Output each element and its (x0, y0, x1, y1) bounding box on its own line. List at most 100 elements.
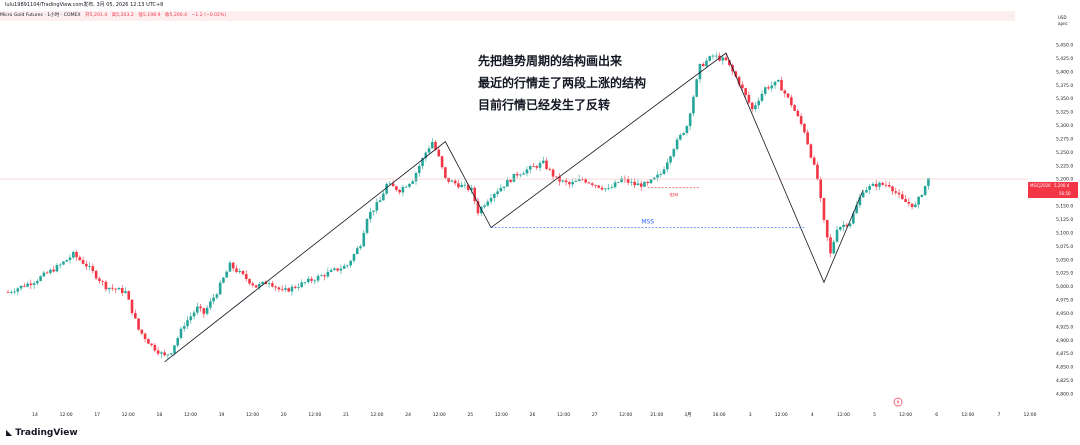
x-tick-label: 17 (94, 412, 100, 418)
x-tick-label: 12:00 (184, 412, 197, 418)
candle-body (917, 196, 920, 205)
y-tick-label: 5,075.0 (1056, 244, 1073, 250)
candle-body (476, 201, 480, 214)
candle-body (682, 132, 685, 135)
candle-body (81, 260, 85, 264)
candle-body (104, 281, 108, 290)
candle-body (36, 280, 39, 284)
candle-body (483, 205, 486, 207)
candle-body (473, 187, 477, 202)
candle-body (551, 169, 555, 177)
candle-body (874, 183, 878, 187)
open-value: 开5,201.4 (85, 13, 108, 18)
candle-body (212, 297, 215, 302)
candle-body (271, 283, 274, 287)
candle-body (571, 181, 574, 185)
candle-body (613, 182, 617, 188)
candle-body (323, 275, 326, 277)
candle-body (444, 167, 447, 178)
currency-label[interactable]: USD apnc (1058, 15, 1068, 27)
x-tick-label: 12:00 (122, 412, 135, 418)
high-value: 高5,203.2 (111, 13, 134, 18)
candle-body (868, 186, 871, 190)
candle-body (525, 169, 529, 174)
tradingview-logo[interactable]: ◣ TradingView (6, 428, 78, 438)
candle-body (140, 329, 144, 334)
candle-body (16, 288, 20, 292)
candle-body (907, 201, 911, 204)
candle-body (65, 260, 69, 262)
candle-body (300, 282, 304, 288)
x-tick-label: 3月 (684, 412, 691, 418)
candle-body (548, 168, 552, 170)
candle-body (724, 57, 728, 61)
candle-body (378, 200, 382, 203)
candle-body (897, 192, 901, 195)
candle-body (169, 353, 173, 355)
candle-body (235, 268, 238, 272)
candle-body (721, 57, 725, 61)
candle-body (460, 184, 463, 188)
candle-body (9, 292, 13, 293)
candle-body (447, 177, 450, 182)
candle-body (215, 294, 219, 298)
candle-body (401, 187, 405, 193)
candle-body (515, 173, 519, 176)
candle-body (773, 81, 777, 86)
y-tick-label: 5,425.0 (1056, 56, 1073, 62)
candle-body (228, 262, 232, 272)
y-tick-label: 4,825.0 (1056, 378, 1073, 384)
candle-body (825, 219, 829, 238)
candle-body (786, 93, 790, 98)
candle-body (179, 328, 183, 338)
y-tick-label: 5,350.0 (1056, 96, 1073, 102)
candle-body (688, 113, 692, 127)
candle-body (633, 181, 636, 186)
candle-body (920, 194, 924, 197)
candle-body (199, 306, 202, 309)
x-tick-label: 18 (157, 412, 163, 418)
candle-body (346, 265, 349, 267)
x-tick-label: 12:00 (246, 412, 259, 418)
candle-body (111, 287, 114, 289)
candle-body (620, 178, 623, 183)
candle-body (568, 182, 571, 185)
candle-body (685, 126, 689, 133)
candle-body (414, 172, 418, 182)
candle-body (499, 187, 503, 192)
candle-body (75, 251, 78, 258)
candle-body (659, 174, 663, 175)
candle-body (708, 56, 712, 61)
candle-body (329, 269, 333, 272)
note-line-2: 最近的行情走了两段上涨的结构 (478, 76, 647, 90)
candle-body (666, 162, 669, 170)
candle-body (244, 274, 248, 280)
candle-body (150, 343, 153, 346)
mss-label: MSS (641, 219, 654, 226)
candle-body (124, 291, 127, 293)
candle-body (669, 156, 672, 163)
candle-body (120, 288, 124, 293)
candle-body (538, 163, 542, 168)
candle-body (398, 189, 401, 193)
candle-body (574, 180, 578, 182)
countdown-label: 56:50 (1059, 191, 1071, 196)
candle-body (303, 282, 307, 283)
y-tick-label: 5,375.0 (1056, 83, 1073, 89)
candle-body (865, 189, 868, 193)
candle-body (479, 206, 483, 214)
symbol-name[interactable]: Micro Gold Futures · 1小时 · COMEX (0, 13, 81, 18)
candle-body (590, 183, 594, 186)
candle-body (359, 246, 362, 249)
candle-body (493, 194, 496, 199)
scale-mode: apnc (1058, 21, 1068, 26)
candle-body (147, 339, 150, 344)
candle-body (636, 183, 640, 186)
candle-body (32, 283, 36, 286)
candle-body (796, 110, 800, 117)
y-tick-label: 5,300.0 (1056, 123, 1073, 129)
candle-body (310, 278, 313, 281)
candle-body (894, 191, 898, 193)
candle-body (143, 333, 147, 340)
